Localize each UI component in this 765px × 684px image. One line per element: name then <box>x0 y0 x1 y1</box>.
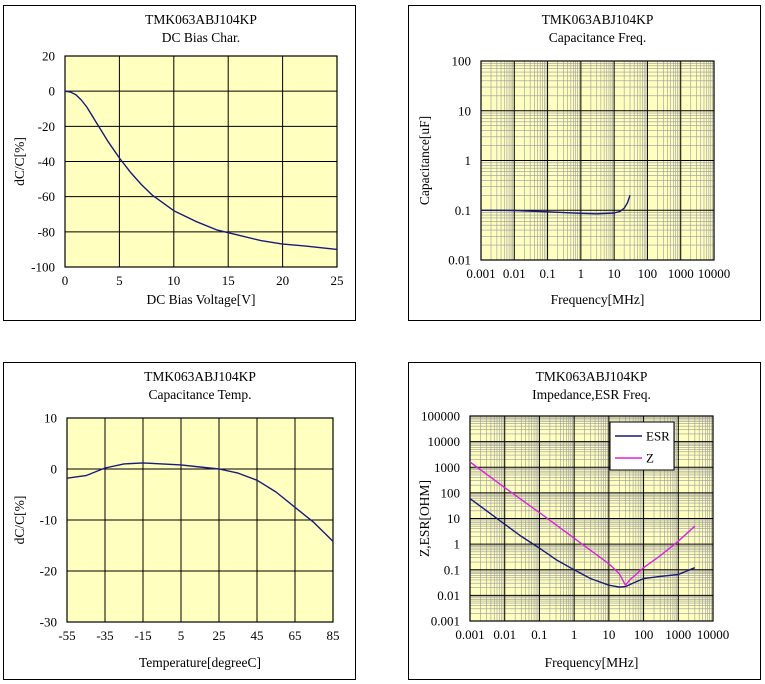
plot-frame <box>469 415 714 622</box>
x-tick-label: 100 <box>634 627 654 642</box>
chart-subtitle: Capacitance Temp. <box>148 387 251 402</box>
legend: ESR Z <box>609 421 675 471</box>
x-tick-label: 1000 <box>668 266 694 281</box>
chart-title: TMK063ABJ104KP <box>536 369 648 384</box>
plot-frame <box>66 417 334 623</box>
chart-svg: 0 5 10 15 20 25 20 0 -20 -40 -60 -80 -100 TMK063ABJ10… <box>12 12 344 307</box>
x-tick-label: 0.001 <box>455 627 484 642</box>
series-line-esr <box>469 498 696 588</box>
y-tick-label: 100000 <box>421 409 460 424</box>
chart-title: TMK063ABJ104KP <box>542 12 654 27</box>
x-tick-label: 85 <box>327 628 340 643</box>
x-tick-label: 45 <box>251 628 264 643</box>
y-tick-label: -60 <box>38 189 55 204</box>
x-tick-label: 15 <box>222 273 235 288</box>
x-axis-label: Frequency[MHz] <box>545 655 639 670</box>
y-tick-label: 100 <box>441 485 461 500</box>
x-tick-label: 1 <box>571 627 578 642</box>
x-tick-label: 25 <box>331 273 344 288</box>
y-tick-label: 20 <box>42 49 55 64</box>
chart-subtitle: DC Bias Char. <box>162 30 240 45</box>
y-axis-label: dC/C[%] <box>12 496 27 545</box>
x-tick-label: -55 <box>58 628 75 643</box>
y-tick-label: 0.01 <box>437 588 460 603</box>
x-tick-label: 0.1 <box>539 266 555 281</box>
legend-box <box>609 421 675 471</box>
y-tick-label: 10 <box>44 411 57 426</box>
x-tick-label: 10000 <box>697 627 730 642</box>
y-tick-label: -10 <box>40 513 57 528</box>
x-tick-label: 0.1 <box>531 627 547 642</box>
x-tick-label: 10 <box>602 627 615 642</box>
y-tick-label: 10000 <box>428 434 461 449</box>
y-axis-label: dC/C[%] <box>12 137 27 186</box>
y-tick-label: 10 <box>458 103 471 118</box>
capacitance-freq-chart-panel: 0.001 0.01 0.1 1 10 100 1000 10000 100 10 1 0.1 0.01… <box>408 5 761 321</box>
y-tick-label: -20 <box>40 564 57 579</box>
x-tick-label: 10000 <box>698 266 731 281</box>
y-axis-label: Z,ESR[OHM] <box>417 480 432 557</box>
x-tick-label: 20 <box>276 273 289 288</box>
x-tick-label: 0.01 <box>493 627 516 642</box>
capacitance-temp-chart-panel: -55 -35 -15 5 25 45 65 85 10 0 -10 -20 -30 TMK063ABJ1… <box>3 362 356 680</box>
chart-svg: 0.001 0.01 0.1 1 10 100 1000 100001001010.10.01… <box>417 12 731 307</box>
legend-label: Z <box>646 451 654 466</box>
impedance-esr-chart-panel: 0.001 0.01 0.1 1 10 100 1000 10000 100000 10000 10… <box>408 362 761 680</box>
y-tick-label: -100 <box>31 260 55 275</box>
plot-frame <box>480 60 715 261</box>
x-tick-label: -15 <box>134 628 151 643</box>
y-tick-label: 1 <box>454 537 461 552</box>
y-axis-label: Capacitance[uF] <box>417 116 432 205</box>
x-tick-label: 1000 <box>665 627 691 642</box>
series-line-z <box>469 461 696 586</box>
y-tick-label: -30 <box>40 615 57 630</box>
y-tick-label: -20 <box>38 119 55 134</box>
y-tick-label: -40 <box>38 154 55 169</box>
y-tick-label: 1000 <box>434 460 460 475</box>
x-tick-label: -35 <box>96 628 113 643</box>
chart-subtitle: Capacitance Freq. <box>549 30 646 45</box>
dc-bias-chart-panel: 0 5 10 15 20 25 20 0 -20 -40 -60 -80 -100 TMK063ABJ10… <box>3 5 356 321</box>
y-tick-label: 0 <box>49 84 56 99</box>
y-tick-label: 10 <box>447 511 460 526</box>
x-tick-label: 0.01 <box>503 266 526 281</box>
x-tick-label: 10 <box>608 266 621 281</box>
y-tick-label: 1 <box>465 153 472 168</box>
y-tick-label: 0.01 <box>448 253 471 268</box>
x-tick-label: 0 <box>62 273 69 288</box>
x-tick-label: 5 <box>116 273 123 288</box>
y-tick-label: 0 <box>51 462 58 477</box>
x-tick-label: 0.001 <box>466 266 495 281</box>
chart-title: TMK063ABJ104KP <box>144 369 256 384</box>
y-tick-label: 0.1 <box>444 562 460 577</box>
x-tick-label: 65 <box>289 628 302 643</box>
x-tick-label: 1 <box>578 266 585 281</box>
x-tick-label: 5 <box>178 628 185 643</box>
x-axis-label: DC Bias Voltage[V] <box>147 292 256 307</box>
x-axis-label: Temperature[degreeC] <box>139 655 261 670</box>
legend-label: ESR <box>646 429 670 444</box>
series-line <box>480 195 631 215</box>
x-axis-label: Frequency[MHz] <box>551 292 645 307</box>
y-tick-label: 0.001 <box>431 614 460 629</box>
series-line <box>66 462 334 542</box>
chart-svg: -55 -35 -15 5 25 45 65 85 10 0 -10 -20 -30 TMK063ABJ1… <box>12 369 340 670</box>
y-tick-label: -80 <box>38 224 55 239</box>
x-tick-label: 25 <box>213 628 226 643</box>
x-tick-label: 10 <box>167 273 180 288</box>
plot-frame <box>64 55 338 268</box>
x-tick-label: 100 <box>638 266 658 281</box>
chart-svg: 0.001 0.01 0.1 1 10 100 1000 100001000001000010… <box>417 369 730 670</box>
chart-subtitle: Impedance,ESR Freq. <box>532 387 651 402</box>
series-line <box>64 90 338 251</box>
chart-title: TMK063ABJ104KP <box>145 12 257 27</box>
y-tick-label: 100 <box>452 54 472 69</box>
y-tick-label: 0.1 <box>455 203 471 218</box>
